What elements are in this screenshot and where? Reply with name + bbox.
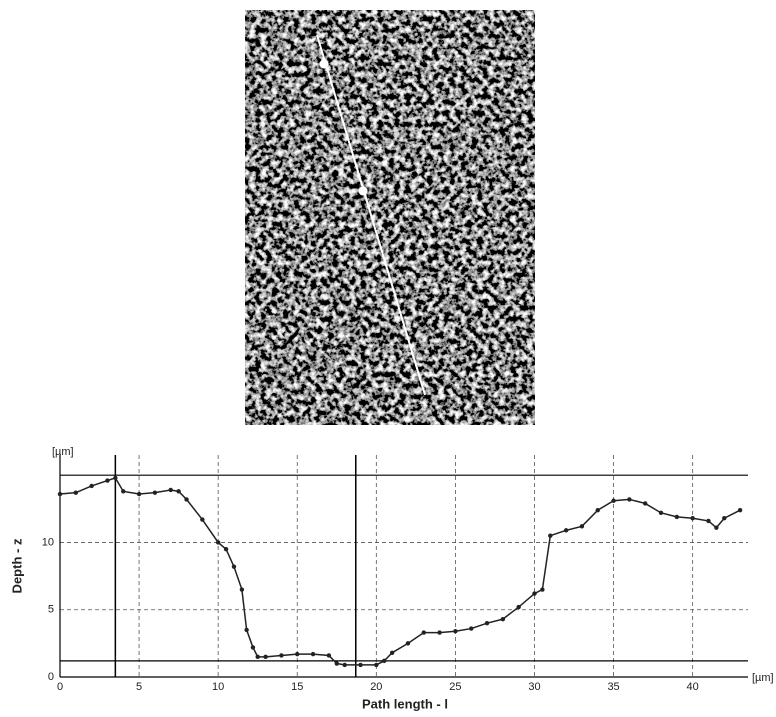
x-unit: [µm] [752,672,774,684]
data-point [516,605,520,609]
x-tick-label: 25 [449,681,461,693]
data-point [113,476,117,480]
data-point [105,478,109,482]
data-point [690,516,694,520]
data-point [58,492,62,496]
data-point [137,492,141,496]
data-point [406,641,410,645]
data-point [176,489,180,493]
data-point [311,652,315,656]
x-tick-label: 40 [687,681,699,693]
data-point [169,488,173,492]
data-point [240,587,244,591]
data-point [244,628,248,632]
x-tick-label: 15 [291,681,303,693]
data-point [89,484,93,488]
x-tick-label: 0 [57,681,63,693]
data-point [327,653,331,657]
x-tick-label: 10 [212,681,224,693]
data-point [374,663,378,667]
data-point [540,587,544,591]
data-point [643,501,647,505]
data-point [627,497,631,501]
data-point [564,528,568,532]
data-point [184,497,188,501]
data-point [200,517,204,521]
x-tick-label: 20 [370,681,382,693]
data-point [121,489,125,493]
figure: Path length - l Depth - z [µm] [µm] 0 5 10… [0,0,776,717]
data-point [224,547,228,551]
data-point [469,626,473,630]
sem-image [245,10,535,425]
data-point [251,645,255,649]
data-point [422,630,426,634]
data-point [342,663,346,667]
data-point [722,516,726,520]
data-point [659,511,663,515]
y-axis-title: Depth - z [9,538,24,593]
data-point [295,652,299,656]
data-point [358,663,362,667]
data-point [382,659,386,663]
x-tick-label: 30 [528,681,540,693]
data-point [256,655,260,659]
data-point [532,591,536,595]
image-texture [245,10,535,425]
data-line [60,478,740,665]
data-point [706,519,710,523]
y-tick-label: 5 [48,604,54,616]
data-point [74,490,78,494]
x-tick-label: 35 [607,681,619,693]
x-axis-title: Path length - l [362,696,448,711]
data-point [232,564,236,568]
data-point [153,490,157,494]
data-point [485,621,489,625]
cursor-point [359,187,368,196]
y-tick-label: 10 [42,536,54,548]
data-point [580,524,584,528]
data-point [390,651,394,655]
data-point [453,629,457,633]
data-point [263,655,267,659]
data-point [279,653,283,657]
data-point [216,540,220,544]
y-tick-label: 0 [48,671,54,683]
data-point [335,661,339,665]
cursor-point [320,60,329,69]
data-point [675,515,679,519]
y-unit: [µm] [52,446,74,458]
data-point [738,508,742,512]
data-point [501,617,505,621]
data-point [611,499,615,503]
data-point [548,534,552,538]
x-tick-label: 5 [136,681,142,693]
data-point [714,525,718,529]
data-point [437,630,441,634]
data-point [596,508,600,512]
